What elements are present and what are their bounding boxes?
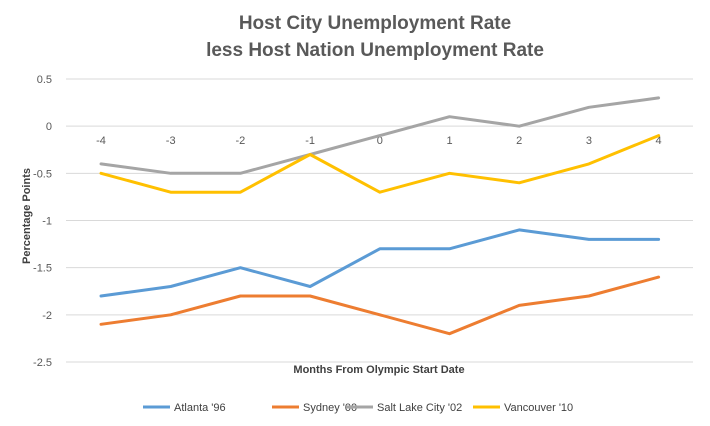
x-tick-label: -4 — [96, 135, 106, 147]
x-tick-label: 2 — [516, 135, 522, 147]
y-axis-title: Percentage Points — [21, 168, 33, 264]
chart-title-line-2: less Host Nation Unemployment Rate — [206, 40, 544, 61]
y-axis-tick-labels: 0.5 0 -0.5 -1 -1.5 -2 -2.5 — [33, 74, 52, 369]
chart-title-line-1: Host City Unemployment Rate — [239, 13, 511, 34]
legend-label: Atlanta '96 — [174, 402, 226, 414]
legend-label: Salt Lake City '02 — [377, 402, 462, 414]
y-tick-label: -0.5 — [33, 168, 52, 180]
series-line-0 — [99, 228, 661, 298]
y-tick-label: -2.5 — [33, 357, 52, 369]
y-tick-label: -1.5 — [33, 263, 52, 275]
x-axis-tick-labels: -4 -3 -2 -1 0 1 2 3 4 — [96, 135, 662, 147]
legend-item: Vancouver '10 — [473, 402, 573, 414]
x-tick-label: -3 — [166, 135, 176, 147]
y-tick-label: 0 — [46, 121, 52, 133]
legend-item: Sydney '00 — [272, 402, 357, 414]
legend-label: Sydney '00 — [303, 402, 357, 414]
y-tick-label: -1 — [42, 216, 52, 228]
legend-item: Salt Lake City '02 — [346, 402, 462, 414]
x-tick-label: 1 — [446, 135, 452, 147]
legend-label: Vancouver '10 — [504, 402, 573, 414]
series-line-3 — [99, 134, 661, 194]
series-line-2 — [99, 96, 661, 175]
series-line-1 — [99, 275, 661, 336]
x-axis-title: Months From Olympic Start Date — [293, 364, 464, 376]
x-tick-label: 4 — [656, 135, 662, 147]
y-tick-label: -2 — [42, 310, 52, 322]
x-tick-label: -1 — [305, 135, 315, 147]
x-tick-label: -2 — [236, 135, 246, 147]
x-tick-label: 3 — [586, 135, 592, 147]
x-tick-label: 0 — [377, 135, 383, 147]
series-lines — [99, 96, 661, 336]
legend-item: Atlanta '96 — [143, 402, 226, 414]
legend: Atlanta '96 Sydney '00 Salt Lake City '02 V… — [143, 402, 573, 414]
y-tick-label: 0.5 — [37, 74, 52, 86]
